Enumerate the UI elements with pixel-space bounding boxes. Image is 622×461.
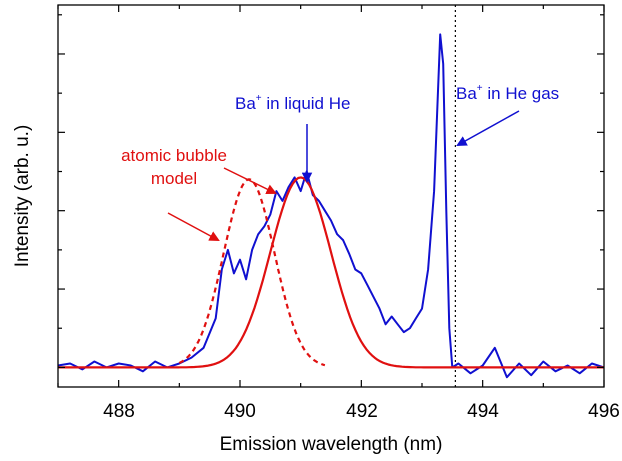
plot-frame xyxy=(57,4,605,388)
annotation-liquid-he: Ba+ in liquid He xyxy=(235,93,350,113)
x-tick-label: 490 xyxy=(224,401,256,422)
x-axis-label: Emission wavelength (nm) xyxy=(220,434,443,455)
series-model-dashed xyxy=(178,178,326,367)
annotation-gas-he: Ba+ in He gas xyxy=(456,83,559,103)
annotation-model-line2: model xyxy=(151,169,197,188)
axis-ticks xyxy=(57,5,605,387)
x-tick-label: 492 xyxy=(346,401,378,422)
arrow-model-solid xyxy=(223,167,277,195)
arrow-model-dashed xyxy=(167,212,220,241)
arrow-gas-he xyxy=(456,110,520,147)
plot-marks xyxy=(57,5,605,387)
series-model-solid xyxy=(58,176,604,369)
series-liquid-he xyxy=(57,33,605,379)
y-axis-label: Intensity (arb. u.) xyxy=(12,125,33,268)
x-tick-label: 494 xyxy=(467,401,499,422)
x-tick-label: 496 xyxy=(588,401,620,422)
x-tick-label: 488 xyxy=(103,401,135,422)
annotation-model-line1: atomic bubble xyxy=(121,146,227,165)
